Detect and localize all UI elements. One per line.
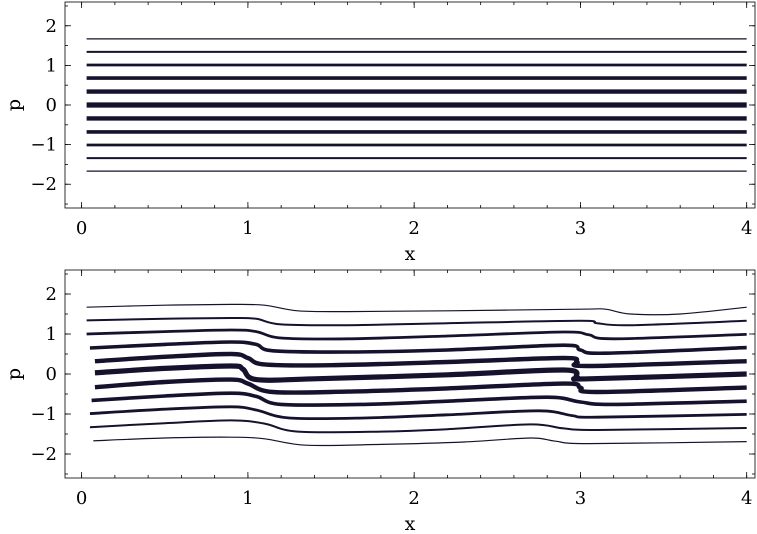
x-tick-label: 2	[408, 488, 419, 509]
series-line	[86, 303, 747, 316]
series-line	[86, 328, 747, 341]
series-line	[89, 405, 747, 421]
x-tick-label: 3	[575, 218, 586, 239]
x-tick-label: 2	[408, 218, 419, 239]
series-line	[89, 340, 747, 356]
series-line	[94, 363, 747, 383]
x-tick-label: 0	[76, 488, 87, 509]
y-tick-label: 1	[46, 55, 57, 76]
x-tick-label: 1	[242, 488, 253, 509]
x-tick-label: 1	[242, 218, 253, 239]
y-tick-label: −1	[30, 404, 57, 425]
x-axis-label: x	[405, 243, 416, 265]
x-tick-label: 4	[741, 218, 752, 239]
x-tick-label: 0	[76, 218, 87, 239]
series-line	[94, 377, 747, 395]
series-line	[89, 419, 747, 434]
series-line	[93, 436, 747, 447]
x-tick-label: 3	[575, 488, 586, 509]
y-tick-label: 1	[46, 324, 57, 345]
y-tick-label: 0	[46, 364, 57, 385]
series-line	[94, 351, 747, 369]
chart-panel-2: 0 1 2 3 4 2 1 0 −1 −2 x p	[3, 269, 756, 534]
x-axis-label: x	[405, 513, 416, 534]
series-line	[91, 391, 747, 407]
y-tick-label: 2	[46, 16, 57, 37]
x-tick-label: 4	[741, 488, 752, 509]
y-axis-label: p	[3, 99, 25, 111]
chart-panel-1: 0 1 2 3 4 2 1 0 −1 −2 x p	[3, 1, 756, 265]
y-tick-label: 2	[46, 284, 57, 305]
series-line	[86, 316, 747, 327]
y-tick-label: −1	[30, 135, 57, 156]
y-tick-label: −2	[30, 174, 57, 195]
y-tick-label: 0	[46, 95, 57, 116]
y-tick-label: −2	[30, 444, 57, 465]
y-axis-label: p	[3, 368, 25, 380]
